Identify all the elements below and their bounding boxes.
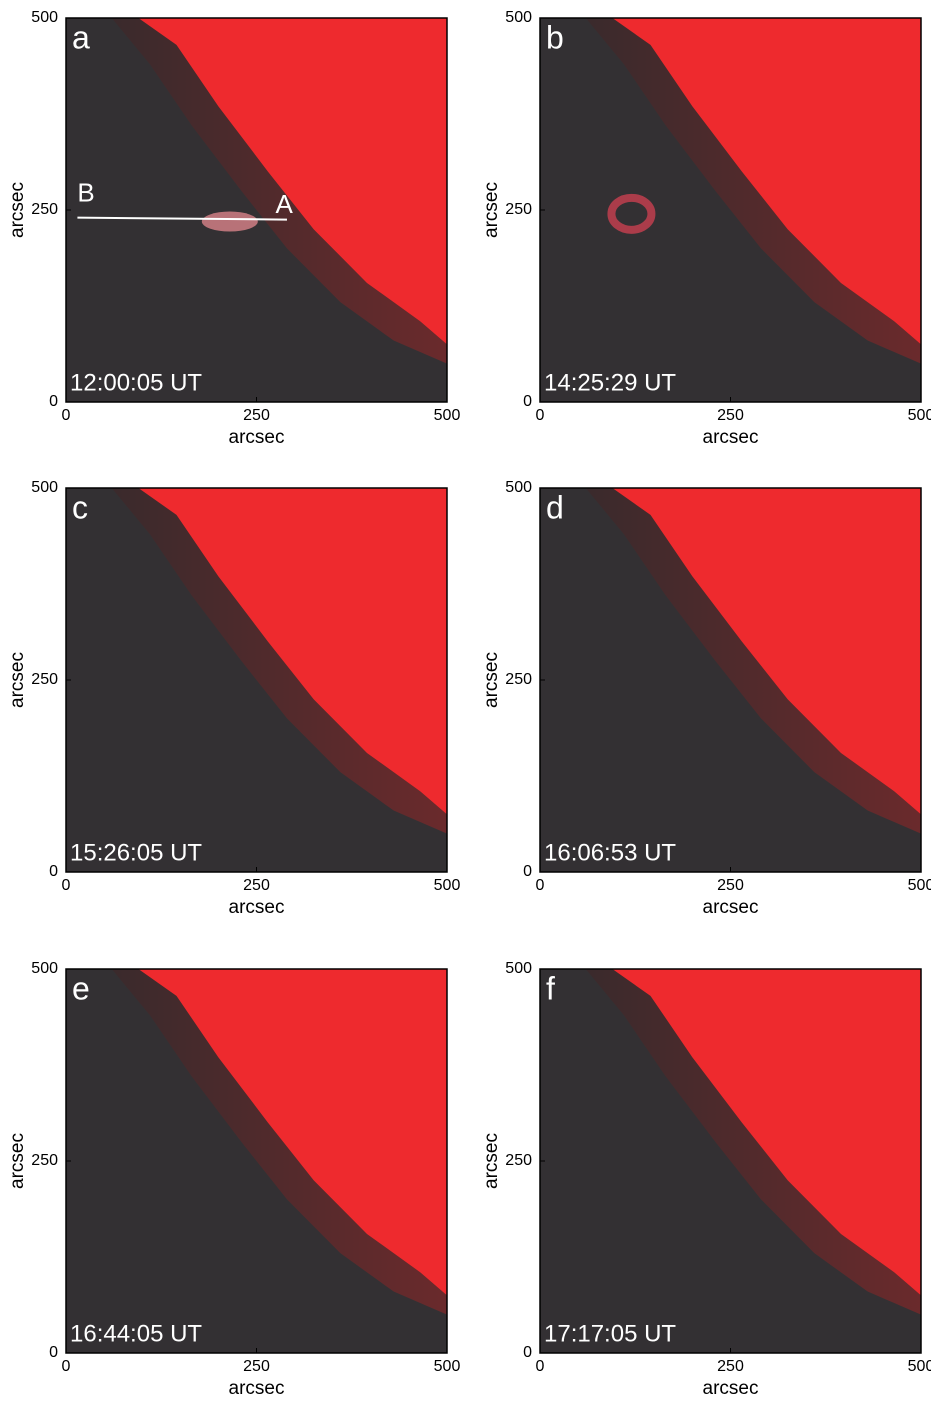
y-tick-label: 250 bbox=[31, 201, 58, 218]
x-tick-label: 0 bbox=[62, 407, 71, 424]
y-tick-label: 500 bbox=[31, 9, 58, 26]
solar-disk bbox=[612, 488, 921, 815]
x-axis-label: arcsec bbox=[229, 427, 285, 448]
y-tick-label: 0 bbox=[49, 393, 58, 410]
x-axis-label: arcsec bbox=[703, 1378, 759, 1399]
x-tick-label: 500 bbox=[908, 407, 931, 424]
timestamp: 12:00:05 UT bbox=[70, 369, 202, 396]
y-tick-label: 0 bbox=[523, 863, 532, 880]
y-tick-label: 500 bbox=[505, 960, 532, 977]
x-tick-label: 250 bbox=[717, 1358, 744, 1375]
timestamp: 15:26:05 UT bbox=[70, 839, 202, 866]
solar-disk bbox=[138, 969, 447, 1296]
timestamp: 17:17:05 UT bbox=[544, 1320, 676, 1347]
panel-label: c bbox=[72, 489, 88, 525]
y-tick-label: 250 bbox=[505, 1152, 532, 1169]
x-axis-label: arcsec bbox=[229, 1378, 285, 1399]
panel-label: d bbox=[546, 489, 564, 525]
y-axis-label: arcsec bbox=[481, 1133, 502, 1189]
x-tick-label: 500 bbox=[434, 407, 461, 424]
panel: b 14:25:29 UT 0 250 500 0 250 500 arcsec arcsec bbox=[481, 9, 931, 448]
panel: e 16:44:05 UT 0 250 500 0 250 500 arcsec arcsec bbox=[7, 960, 460, 1399]
x-tick-label: 0 bbox=[536, 407, 545, 424]
solar-disk bbox=[138, 18, 447, 345]
y-tick-label: 500 bbox=[31, 960, 58, 977]
timestamp: 16:44:05 UT bbox=[70, 1320, 202, 1347]
y-tick-label: 0 bbox=[523, 393, 532, 410]
y-tick-label: 500 bbox=[31, 479, 58, 496]
y-axis-label: arcsec bbox=[7, 1133, 28, 1189]
panel: c 15:26:05 UT 0 250 500 0 250 500 arcsec arcsec bbox=[7, 479, 460, 918]
panel-label: e bbox=[72, 970, 90, 1006]
y-axis-label: arcsec bbox=[481, 182, 502, 238]
y-tick-label: 500 bbox=[505, 479, 532, 496]
annotation: A bbox=[276, 189, 294, 219]
y-tick-label: 250 bbox=[505, 671, 532, 688]
y-tick-label: 250 bbox=[31, 671, 58, 688]
x-tick-label: 0 bbox=[536, 877, 545, 894]
x-tick-label: 0 bbox=[62, 877, 71, 894]
panel: d 16:06:53 UT 0 250 500 0 250 500 arcsec arcsec bbox=[481, 479, 931, 918]
solar-disk bbox=[612, 969, 921, 1296]
x-tick-label: 500 bbox=[434, 1358, 461, 1375]
y-tick-label: 0 bbox=[49, 863, 58, 880]
solar-disk bbox=[612, 18, 921, 345]
y-tick-label: 500 bbox=[505, 9, 532, 26]
y-axis-label: arcsec bbox=[7, 652, 28, 708]
panel: f 17:17:05 UT 0 250 500 0 250 500 arcsec arcsec bbox=[481, 960, 931, 1399]
x-tick-label: 250 bbox=[243, 1358, 270, 1375]
cut-line bbox=[77, 216, 287, 221]
x-axis-label: arcsec bbox=[703, 897, 759, 918]
x-axis-label: arcsec bbox=[703, 427, 759, 448]
solar-disk bbox=[138, 488, 447, 815]
y-axis-label: arcsec bbox=[481, 652, 502, 708]
y-tick-label: 250 bbox=[505, 201, 532, 218]
x-tick-label: 500 bbox=[908, 877, 931, 894]
y-tick-label: 0 bbox=[523, 1344, 532, 1361]
prominence bbox=[607, 193, 656, 234]
y-axis-label: arcsec bbox=[7, 182, 28, 238]
x-tick-label: 0 bbox=[536, 1358, 545, 1375]
x-axis-label: arcsec bbox=[229, 897, 285, 918]
x-tick-label: 250 bbox=[717, 407, 744, 424]
x-tick-label: 500 bbox=[908, 1358, 931, 1375]
prominence bbox=[201, 211, 258, 232]
annotation: B bbox=[77, 178, 94, 208]
x-tick-label: 250 bbox=[717, 877, 744, 894]
y-tick-label: 0 bbox=[49, 1344, 58, 1361]
x-tick-label: 500 bbox=[434, 877, 461, 894]
timestamp: 14:25:29 UT bbox=[544, 369, 676, 396]
panel-label: f bbox=[546, 970, 555, 1006]
panel-label: a bbox=[72, 19, 90, 55]
panel: B Aa 12:00:05 UT 0 250 500 0 250 500 arcsec arcsec bbox=[7, 9, 460, 448]
timestamp: 16:06:53 UT bbox=[544, 839, 676, 866]
panel-label: b bbox=[546, 19, 564, 55]
y-tick-label: 250 bbox=[31, 1152, 58, 1169]
x-tick-label: 0 bbox=[62, 1358, 71, 1375]
x-tick-label: 250 bbox=[243, 407, 270, 424]
x-tick-label: 250 bbox=[243, 877, 270, 894]
